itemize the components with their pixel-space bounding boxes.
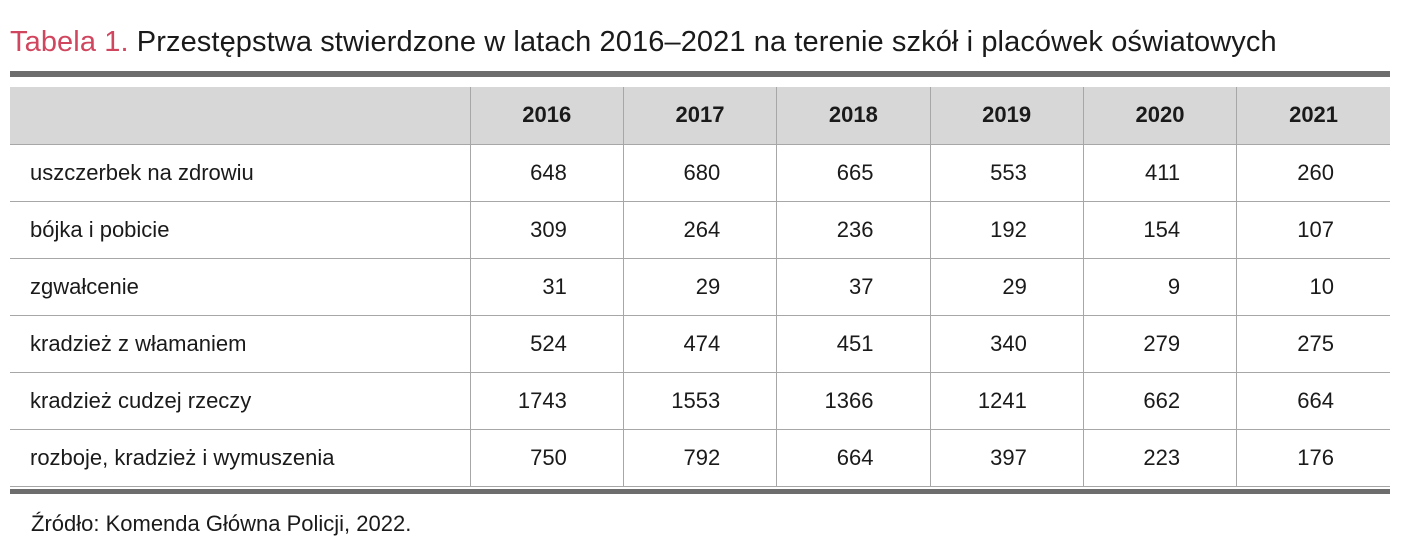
value-cell: 236	[776, 200, 931, 259]
row-label: zgwałcenie	[10, 257, 471, 316]
value-cell: 107	[1236, 200, 1390, 259]
value-cell: 260	[1236, 143, 1390, 202]
value-cell: 664	[776, 428, 931, 487]
value-cell: 662	[1082, 371, 1238, 430]
row-label: kradzież cudzej rzeczy	[10, 371, 471, 430]
value-cell: 29	[622, 257, 778, 316]
value-cell: 750	[469, 428, 624, 487]
value-cell: 451	[776, 314, 931, 373]
table-header-row: 2016 2017 2018 2019 2020 2021	[10, 87, 1390, 145]
value-cell: 223	[1082, 428, 1238, 487]
value-cell: 192	[929, 200, 1084, 259]
table-row: uszczerbek na zdrowiu 648 680 665 553 41…	[10, 143, 1390, 202]
value-cell: 665	[776, 143, 931, 202]
value-cell: 279	[1082, 314, 1238, 373]
value-cell: 31	[469, 257, 624, 316]
top-rule	[10, 71, 1390, 77]
table-caption-label: Tabela 1.	[10, 26, 129, 58]
value-cell: 37	[776, 257, 931, 316]
value-cell: 524	[469, 314, 624, 373]
value-cell: 397	[929, 428, 1084, 487]
value-cell: 29	[929, 257, 1084, 316]
value-cell: 176	[1236, 428, 1390, 487]
value-cell: 1743	[469, 371, 624, 430]
table-row: kradzież cudzej rzeczy 1743 1553 1366 12…	[10, 371, 1390, 430]
table-caption-text: Przestępstwa stwierdzone w latach 2016–2…	[136, 26, 1277, 58]
row-label: bójka i pobicie	[10, 200, 471, 259]
header-cell-year: 2020	[1082, 87, 1238, 145]
table-row: bójka i pobicie 309 264 236 192 154 107	[10, 200, 1390, 259]
header-cell-year: 2017	[622, 87, 778, 145]
value-cell: 411	[1082, 143, 1238, 202]
header-cell-year: 2021	[1236, 87, 1390, 145]
value-cell: 264	[622, 200, 778, 259]
value-cell: 309	[469, 200, 624, 259]
row-label: uszczerbek na zdrowiu	[10, 143, 471, 202]
value-cell: 275	[1236, 314, 1390, 373]
header-cell-year: 2016	[469, 87, 624, 145]
value-cell: 664	[1236, 371, 1390, 430]
source-note: Źródło: Komenda Główna Policji, 2022.	[31, 511, 412, 536]
value-cell: 340	[929, 314, 1084, 373]
table-row: zgwałcenie 31 29 37 29 9 10	[10, 257, 1390, 316]
value-cell: 474	[622, 314, 778, 373]
header-cell-blank	[10, 87, 471, 145]
value-cell: 792	[622, 428, 778, 487]
value-cell: 1553	[622, 371, 778, 430]
row-label: kradzież z włamaniem	[10, 314, 471, 373]
row-label: rozboje, kradzież i wymuszenia	[10, 428, 471, 487]
value-cell: 680	[622, 143, 778, 202]
table-row: rozboje, kradzież i wymuszenia 750 792 6…	[10, 428, 1390, 487]
crime-statistics-table: 2016 2017 2018 2019 2020 2021 uszczerbek…	[10, 87, 1390, 487]
value-cell: 154	[1082, 200, 1238, 259]
value-cell: 648	[469, 143, 624, 202]
table-row: kradzież z włamaniem 524 474 451 340 279…	[10, 314, 1390, 373]
value-cell: 9	[1082, 257, 1238, 316]
value-cell: 10	[1236, 257, 1390, 316]
table-caption: Tabela 1. Przestępstwa stwierdzone w lat…	[10, 22, 1277, 62]
value-cell: 1366	[776, 371, 931, 430]
header-cell-year: 2019	[929, 87, 1084, 145]
header-cell-year: 2018	[776, 87, 931, 145]
value-cell: 553	[929, 143, 1084, 202]
value-cell: 1241	[929, 371, 1084, 430]
bottom-rule	[10, 489, 1390, 494]
